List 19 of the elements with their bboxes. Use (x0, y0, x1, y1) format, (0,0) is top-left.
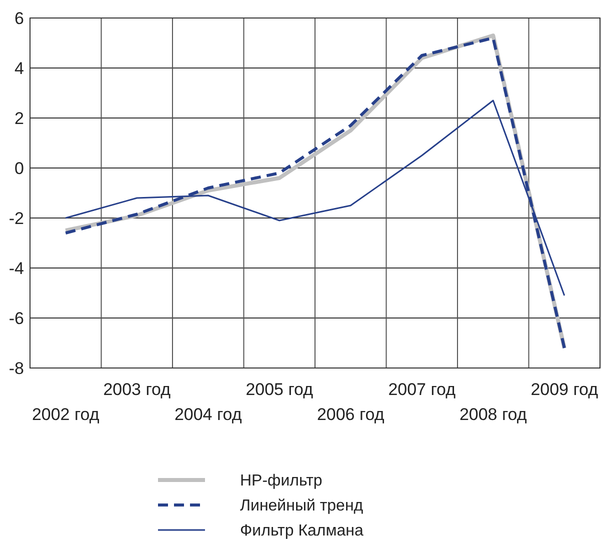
x-tick-label: 2009 год (530, 380, 598, 399)
y-tick-label: -2 (8, 208, 24, 228)
x-tick-label: 2003 год (103, 380, 171, 399)
y-tick-label: 2 (14, 108, 24, 128)
x-tick-label: 2007 год (388, 380, 456, 399)
legend-label: Линейный тренд (240, 498, 364, 515)
y-tick-label: -6 (8, 308, 24, 328)
legend-label: HP-фильтр (240, 472, 322, 490)
legend-label: Фильтр Калмана (240, 522, 364, 539)
y-tick-label: 6 (14, 8, 24, 28)
x-tick-label: 2005 год (246, 380, 314, 399)
y-tick-label: 0 (14, 158, 24, 178)
x-tick-label: 2002 год (32, 405, 100, 424)
x-tick-label: 2006 год (316, 405, 384, 424)
y-tick-label: 4 (14, 58, 24, 78)
x-tick-label: 2004 год (174, 405, 242, 424)
y-tick-label: -8 (8, 358, 24, 378)
x-tick-label: 2008 год (459, 405, 527, 424)
y-tick-label: -4 (8, 258, 24, 278)
